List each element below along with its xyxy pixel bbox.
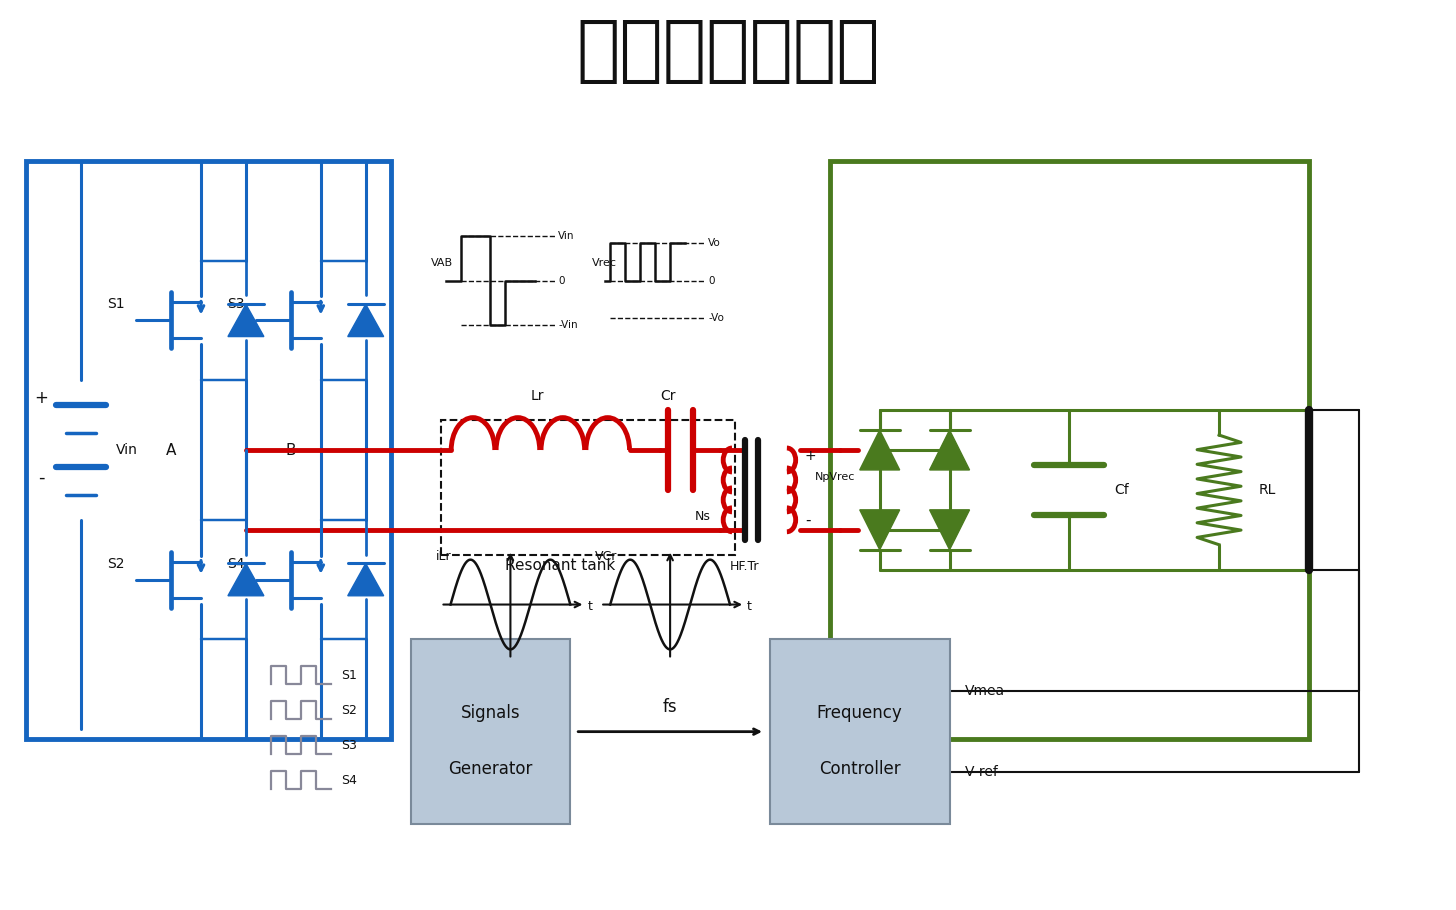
Text: Resonant tank: Resonant tank [505,558,616,572]
Text: 串联谐振变换器: 串联谐振变换器 [577,16,879,86]
Text: 0: 0 [708,276,715,286]
Text: -: - [805,513,811,528]
Polygon shape [348,304,384,337]
Text: -: - [38,469,45,487]
Text: Frequency: Frequency [817,704,903,723]
Text: iLr: iLr [435,550,451,562]
Polygon shape [859,430,900,470]
Text: Ns: Ns [695,510,711,523]
Text: VCr: VCr [596,550,617,562]
Text: RL: RL [1259,483,1277,497]
Text: Vin: Vin [558,230,575,240]
Text: Vrec: Vrec [593,258,617,268]
Text: fs: fs [662,698,677,715]
Polygon shape [229,563,264,596]
Text: S3: S3 [227,298,245,311]
Bar [830,161,1309,739]
Text: S3: S3 [341,739,357,752]
Text: Cf: Cf [1114,483,1128,497]
Text: S1: S1 [108,298,125,311]
Text: V ref: V ref [964,765,997,779]
Text: Lr: Lr [530,389,545,403]
Bar [26,161,390,739]
Text: -Vin: -Vin [558,320,578,330]
Text: VAB: VAB [431,258,453,268]
Text: S4: S4 [227,557,245,571]
Text: +: + [35,389,48,407]
Text: Vin: Vin [116,443,138,457]
Text: +: + [805,449,817,463]
Text: t: t [747,600,751,612]
Polygon shape [929,510,970,550]
Text: B: B [285,442,296,458]
Text: Vmea: Vmea [964,684,1005,698]
Text: HF.Tr: HF.Tr [729,560,760,572]
Polygon shape [929,430,970,470]
FancyBboxPatch shape [770,640,949,824]
Text: Vo: Vo [708,238,721,248]
Text: S2: S2 [341,703,357,717]
Polygon shape [859,510,900,550]
Bar [441,420,735,555]
Text: Cr: Cr [660,389,676,403]
FancyBboxPatch shape [411,640,571,824]
Text: S2: S2 [108,557,125,571]
Text: 0: 0 [558,276,565,286]
Text: t: t [587,600,593,612]
Text: Signals: Signals [460,704,520,723]
Text: A: A [166,442,176,458]
Text: -Vo: -Vo [708,313,724,323]
Text: Generator: Generator [448,760,533,777]
Text: S4: S4 [341,774,357,786]
Text: Controller: Controller [818,760,901,777]
Polygon shape [229,304,264,337]
Text: NpVrec: NpVrec [815,472,855,482]
Polygon shape [348,563,384,596]
Text: S1: S1 [341,669,357,682]
